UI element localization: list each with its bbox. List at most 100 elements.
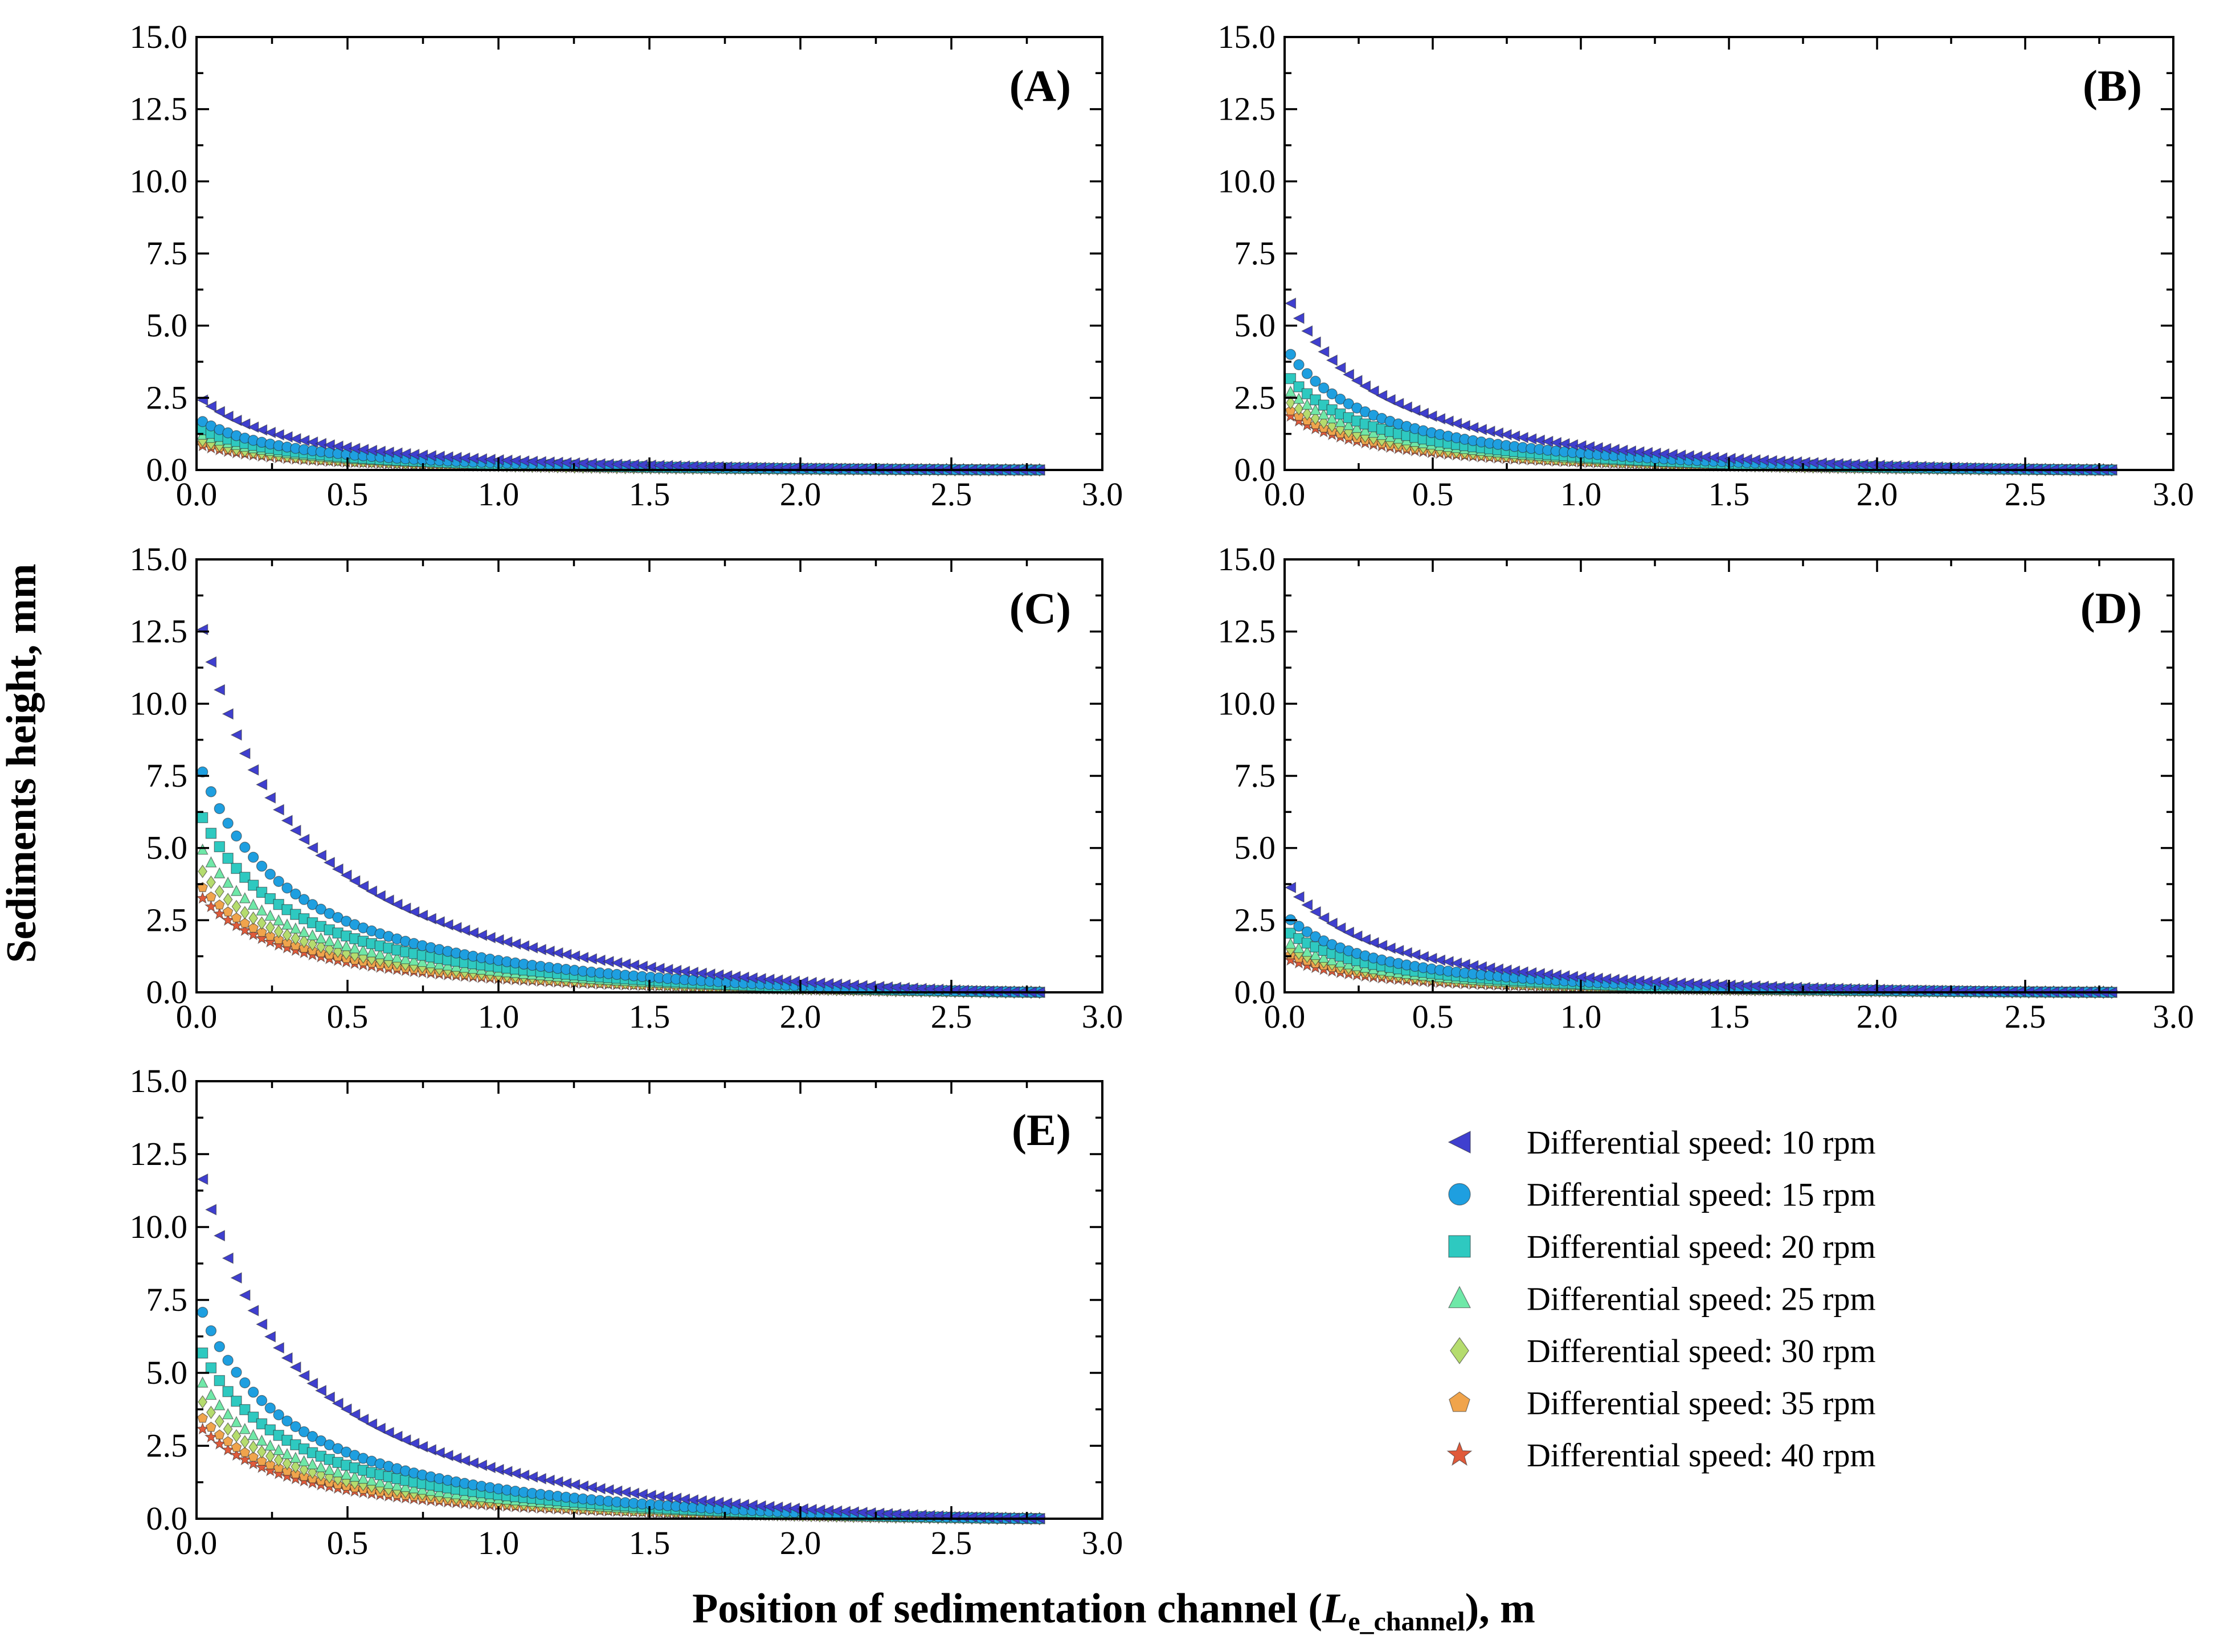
data-point (365, 885, 378, 897)
y-tick-label: 15.0 (130, 1062, 188, 1099)
data-point (213, 1230, 225, 1242)
data-point (450, 922, 462, 934)
x-axis-title-sub: e_channel (1348, 1606, 1465, 1637)
data-point (1384, 394, 1396, 406)
y-tick-label: 5.0 (146, 829, 188, 866)
panel-e-ticks: 0.0 0.5 1.0 1.5 2.0 2.5 3.00.02.55.07.510.012.… (130, 1062, 1123, 1561)
data-point (239, 872, 251, 883)
x-tick-label: 2.0 (780, 476, 821, 513)
data-point (230, 729, 242, 741)
data-point (298, 435, 310, 447)
data-point (196, 1422, 210, 1435)
data-point (214, 867, 226, 878)
legend-label: Differential speed: 10 rpm (1527, 1124, 1876, 1161)
data-point (1318, 408, 1330, 420)
x-tick-label: 3.0 (1082, 476, 1123, 513)
data-point (214, 1429, 225, 1440)
data-point (239, 1289, 251, 1301)
data-point (1285, 396, 1295, 410)
data-point (289, 922, 301, 934)
data-point (240, 1435, 250, 1449)
data-point (273, 876, 284, 887)
data-point (247, 1429, 259, 1441)
data-point (205, 786, 217, 798)
data-point (534, 943, 546, 955)
x-tick-label: 1.0 (1560, 476, 1602, 513)
data-point (264, 909, 276, 921)
data-point (240, 906, 250, 920)
data-point (526, 942, 538, 954)
data-point (257, 1445, 267, 1459)
panel-label: (D) (2080, 583, 2142, 633)
series-10rpm (1284, 297, 2117, 476)
data-point (399, 952, 411, 964)
data-point (205, 1388, 217, 1400)
panel-d: 0.0 0.5 1.0 1.5 2.0 2.5 3.0 0.0 2.5 5.0 7.5 10.0 12.… (1218, 541, 2194, 1035)
data-point (273, 1462, 284, 1473)
data-point (231, 899, 242, 914)
panel-c: 0.0 0.5 1.0 1.5 2.0 2.5 3.0 0.0 2.5 5.0 7.5 10.0 12.… (130, 541, 1123, 1035)
data-point (1483, 426, 1495, 437)
data-point (222, 853, 234, 864)
data-point (1400, 401, 1412, 413)
data-point (299, 934, 309, 948)
data-point (1285, 349, 1297, 360)
y-tick-label: 10.0 (1218, 685, 1276, 722)
data-point (1294, 402, 1304, 416)
data-point (1359, 424, 1371, 436)
data-point (239, 1377, 251, 1389)
data-point (1326, 412, 1338, 424)
data-point (197, 1307, 209, 1318)
panel-d-points (1283, 881, 2119, 999)
panel-b-ticks: 0.0 0.5 1.0 1.5 2.0 2.5 3.0 0.0 2.5 5.0 7.5 10.0 12.… (1218, 18, 2194, 513)
data-point (298, 926, 310, 937)
data-point (308, 937, 317, 951)
y-tick-label: 0.0 (1234, 974, 1276, 1011)
data-point (1417, 951, 1429, 963)
data-point (265, 921, 275, 935)
data-point (272, 804, 284, 816)
data-point (416, 955, 428, 967)
data-point (1509, 430, 1520, 442)
data-point (282, 928, 292, 942)
data-point (1458, 420, 1470, 432)
data-point (214, 885, 224, 898)
data-point (1310, 411, 1321, 426)
panel-a: 0.0 0.5 1.0 1.5 2.0 2.5 3.0 0.0 2.5 5.0 7.5 10.0 12.… (130, 18, 1123, 513)
y-tick-label: 12.5 (1218, 91, 1276, 128)
data-point (256, 886, 268, 898)
data-point (492, 934, 504, 946)
data-point (265, 930, 276, 941)
data-point (1367, 385, 1379, 397)
data-point (1335, 393, 1346, 405)
data-point (222, 410, 234, 422)
y-tick-label: 2.5 (1234, 379, 1276, 416)
x-tick-label: 2.5 (2005, 476, 2046, 513)
data-point (230, 1272, 242, 1284)
x-tick-label: 2.5 (931, 998, 972, 1035)
data-point (569, 950, 580, 962)
data-point (1343, 419, 1355, 430)
data-point (222, 1355, 234, 1366)
data-point (382, 894, 394, 906)
data-point (214, 841, 225, 852)
data-point (273, 934, 284, 944)
data-point (1334, 362, 1346, 374)
data-point (299, 894, 310, 905)
data-point (239, 918, 251, 928)
data-point (205, 856, 217, 868)
data-point (1301, 398, 1313, 410)
panel-a-points (196, 394, 1046, 477)
data-point (434, 958, 445, 970)
legend-item-30rpm: Differential speed: 30 rpm (1450, 1332, 1876, 1369)
legend-label: Differential speed: 30 rpm (1527, 1332, 1876, 1369)
data-point (291, 931, 301, 946)
data-point (306, 436, 318, 448)
data-point (231, 862, 242, 874)
y-tick-label: 12.5 (130, 91, 188, 128)
data-point (306, 929, 318, 941)
y-tick-label: 15.0 (1218, 541, 1276, 578)
data-point (551, 947, 563, 959)
x-tick-label: 1.5 (629, 1524, 671, 1561)
x-tick-label: 0.5 (327, 1524, 369, 1561)
